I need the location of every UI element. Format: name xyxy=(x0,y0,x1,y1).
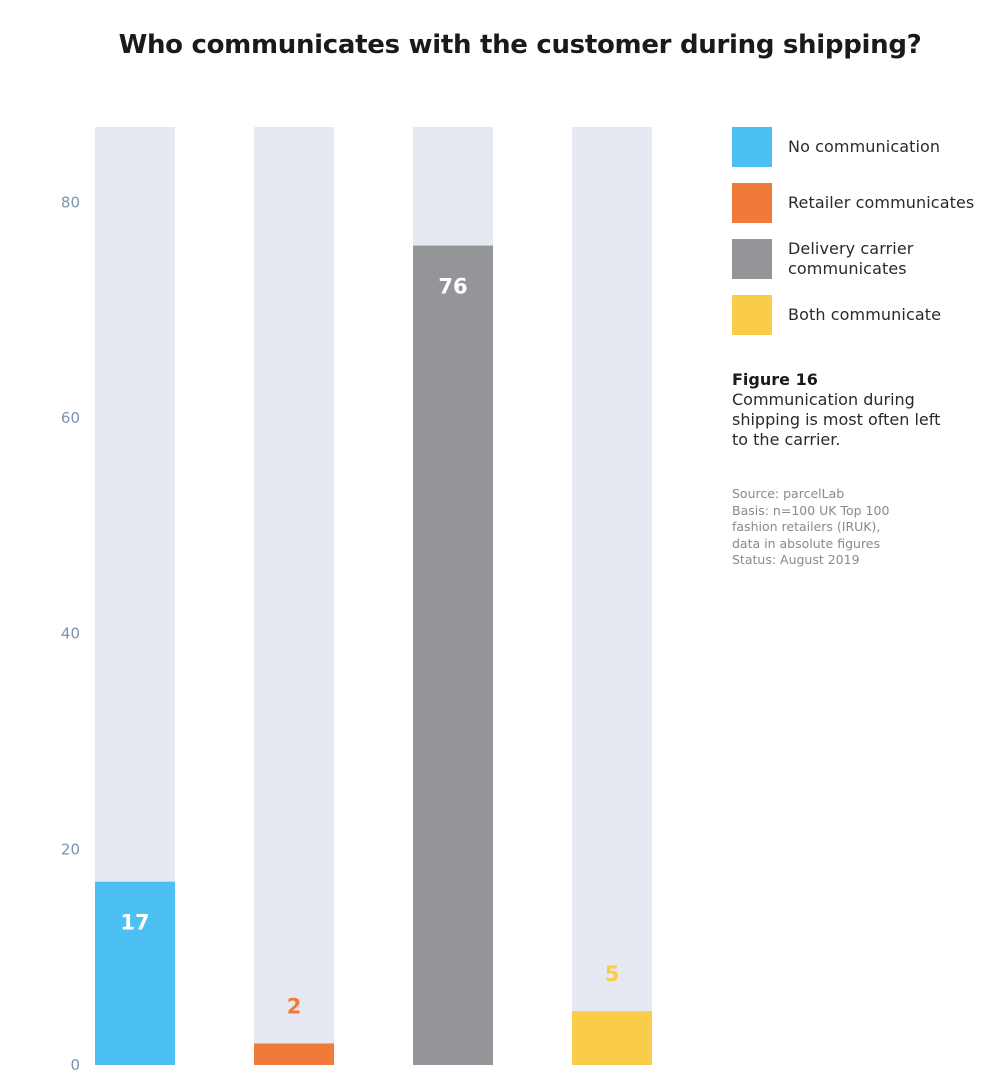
y-tick-label: 0 xyxy=(70,1056,80,1074)
basis-line: Basis: n=100 UK Top 100 xyxy=(732,502,890,518)
legend: No communication Retailer communicates D… xyxy=(732,127,992,351)
bar-chart: 0 20 40 60 80 17 2 76 5 xyxy=(61,127,652,1074)
legend-swatch xyxy=(732,183,772,223)
chart-title: Who communicates with the customer durin… xyxy=(118,30,922,60)
legend-swatch xyxy=(732,127,772,167)
legend-label: Delivery carrier communicates xyxy=(788,239,914,278)
y-tick-label: 60 xyxy=(61,409,80,427)
bar xyxy=(95,881,175,1065)
bar xyxy=(572,1011,652,1065)
legend-label: Both communicate xyxy=(788,305,942,324)
bar xyxy=(254,1043,334,1065)
figure-caption-block: Figure 16 Communication during shipping … xyxy=(732,370,952,450)
y-tick-label: 40 xyxy=(61,625,80,643)
legend-item-retailer-communicates: Retailer communicates xyxy=(732,183,992,223)
data-label: 17 xyxy=(120,911,149,935)
legend-label: No communication xyxy=(788,137,941,156)
source-note: Source: parcelLab Basis: n=100 UK Top 10… xyxy=(732,486,952,569)
figure-title: Figure 16 xyxy=(732,370,818,389)
bar-track xyxy=(572,127,652,1065)
legend-item-no-communication: No communication xyxy=(732,127,992,167)
data-label: 76 xyxy=(438,275,467,299)
legend-label: Retailer communicates xyxy=(788,193,975,212)
bar-track xyxy=(254,127,334,1065)
legend-swatch xyxy=(732,295,772,335)
status-line: Status: August 2019 xyxy=(732,552,860,567)
basis-line: data in absolute figures xyxy=(732,535,881,551)
legend-item-both-communicate: Both communicate xyxy=(732,295,992,335)
data-label: 2 xyxy=(287,994,302,1018)
figure-caption: Communication during shipping is most of… xyxy=(732,390,941,449)
y-tick-label: 20 xyxy=(61,840,80,858)
basis-line: fashion retailers (IRUK), xyxy=(732,519,881,534)
legend-item-delivery-carrier-communicates: Delivery carrier communicates xyxy=(732,239,992,279)
legend-swatch xyxy=(732,239,772,279)
source-line: Source: parcelLab xyxy=(732,486,845,501)
y-tick-label: 80 xyxy=(61,193,80,211)
bar xyxy=(413,245,493,1065)
data-label: 5 xyxy=(605,962,620,986)
